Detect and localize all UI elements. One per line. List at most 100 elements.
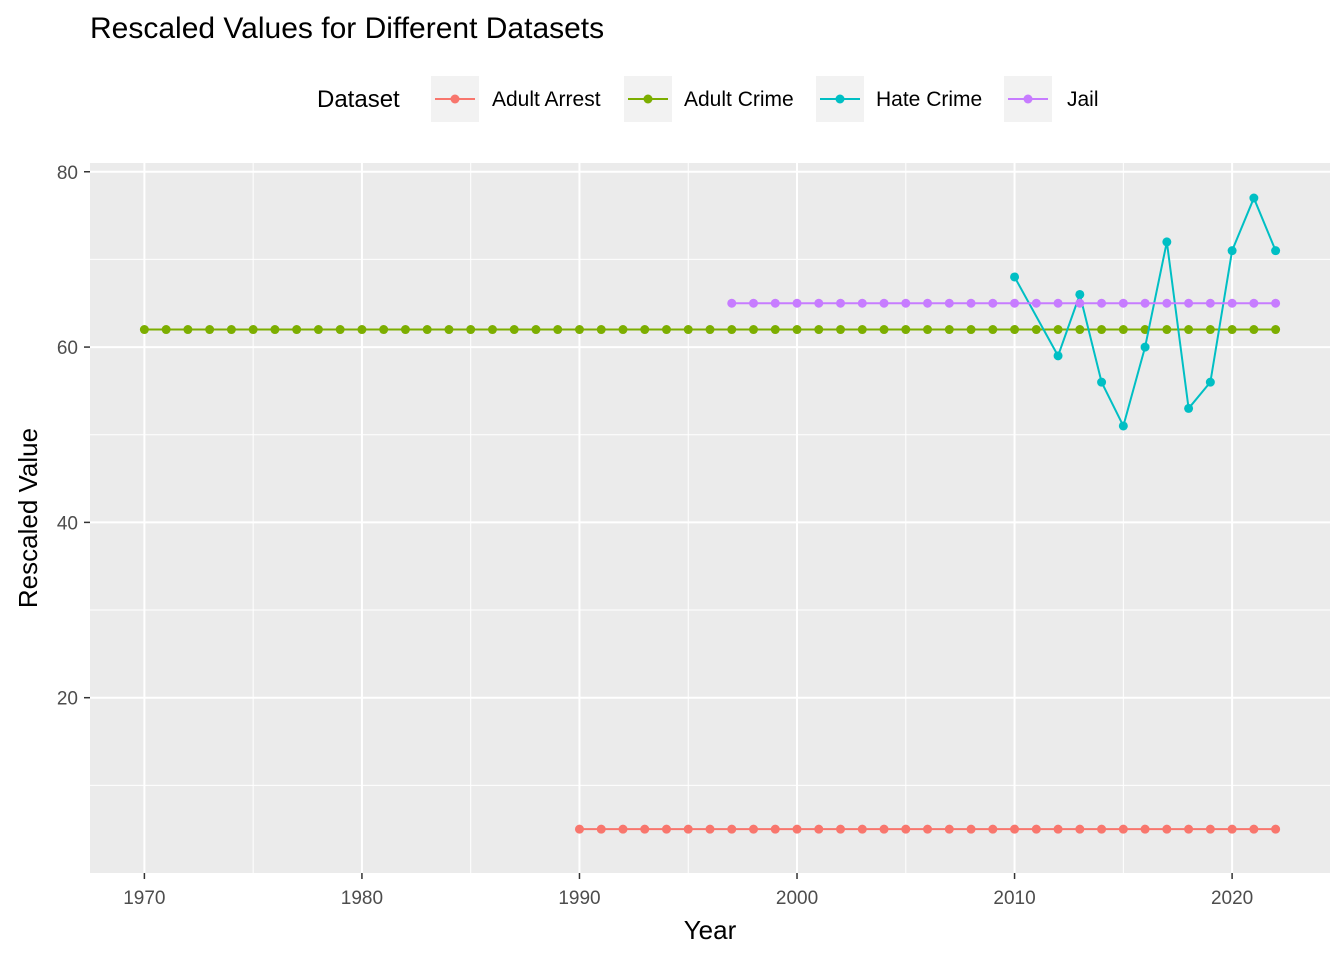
data-point-hate-crime [1271,246,1281,256]
x-axis: 1970 1980 1990 2000 2010 2020 [123,873,1253,909]
series-jail [727,298,1281,308]
data-point-adult-crime [205,325,215,335]
data-point-adult-arrest [944,824,954,834]
data-point-adult-crime [640,325,650,335]
data-point-adult-crime [139,325,149,335]
data-point-adult-crime [335,325,345,335]
data-point-adult-crime [422,325,432,335]
legend-label-adult-crime: Adult Crime [684,88,794,111]
data-point-jail [1249,298,1259,308]
data-point-adult-arrest [1140,824,1150,834]
data-point-adult-crime [1205,325,1215,335]
data-point-adult-arrest [1227,824,1237,834]
legend: Dataset Adult Arrest Adult Crime Hate Cr… [0,76,1344,124]
data-point-jail [1053,298,1063,308]
data-point-hate-crime [1227,246,1237,256]
data-point-adult-arrest [792,824,802,834]
data-point-adult-crime [857,325,867,335]
data-point-adult-arrest [1075,824,1085,834]
data-point-adult-crime [923,325,933,335]
data-point-jail [749,298,759,308]
series-adult-crime [139,325,1281,335]
data-point-adult-arrest [574,824,584,834]
data-point-jail [857,298,867,308]
data-point-adult-crime [574,325,584,335]
data-point-adult-crime [770,325,780,335]
legend-key-adult-crime [624,76,672,122]
data-point-adult-arrest [879,824,889,834]
data-point-adult-arrest [1031,824,1041,834]
data-point-hate-crime [1118,421,1128,431]
data-point-adult-crime [509,325,519,335]
data-point-adult-crime [292,325,302,335]
data-point-hate-crime [1162,237,1172,247]
data-point-jail [1271,298,1281,308]
data-point-adult-crime [487,325,497,335]
data-point-adult-crime [661,325,671,335]
data-point-hate-crime [1097,377,1107,387]
data-point-adult-crime [1271,325,1281,335]
data-point-adult-arrest [901,824,911,834]
x-axis-title: Year [684,915,737,945]
data-point-adult-arrest [1271,824,1281,834]
data-point-adult-crime [944,325,954,335]
data-point-adult-crime [183,325,193,335]
y-tick-label: 80 [57,163,78,184]
data-point-adult-arrest [661,824,671,834]
data-point-hate-crime [1140,342,1150,352]
minor-gridlines [90,163,1330,873]
chart-title: Rescaled Values for Different Datasets [90,12,605,45]
data-point-adult-arrest [1097,824,1107,834]
plot-panel [90,163,1330,873]
data-point-jail [792,298,802,308]
data-point-hate-crime [1205,377,1215,387]
legend-label-hate-crime: Hate Crime [876,88,983,111]
legend-title: Dataset [317,86,400,113]
x-tick-label: 1980 [341,888,383,909]
data-point-adult-arrest [618,824,628,834]
data-point-adult-arrest [1184,824,1194,834]
data-point-adult-crime [466,325,476,335]
data-point-adult-crime [270,325,280,335]
data-point-adult-arrest [814,824,824,834]
data-point-jail [1031,298,1041,308]
data-point-jail [966,298,976,308]
x-tick-label: 2020 [1211,888,1253,909]
data-point-adult-crime [814,325,824,335]
data-point-jail [814,298,824,308]
data-point-adult-crime [901,325,911,335]
data-point-adult-crime [1053,325,1063,335]
data-point-jail [1205,298,1215,308]
data-point-adult-crime [1010,325,1020,335]
data-point-adult-arrest [1118,824,1128,834]
data-point-jail [1162,298,1172,308]
data-point-jail [1118,298,1128,308]
data-point-adult-crime [313,325,323,335]
data-point-jail [1097,298,1107,308]
data-point-adult-arrest [836,824,846,834]
data-point-hate-crime [1010,272,1020,282]
data-point-adult-crime [248,325,258,335]
data-point-adult-arrest [640,824,650,834]
data-point-jail [770,298,780,308]
data-point-adult-crime [1227,325,1237,335]
legend-label-jail: Jail [1067,88,1099,111]
data-point-adult-crime [683,325,693,335]
data-point-jail [1075,298,1085,308]
legend-label-adult-arrest: Adult Arrest [492,88,601,111]
data-point-adult-arrest [857,824,867,834]
data-point-adult-arrest [683,824,693,834]
data-point-adult-crime [357,325,367,335]
legend-key-adult-arrest [431,76,479,122]
data-point-adult-arrest [705,824,715,834]
data-point-jail [1227,298,1237,308]
data-point-hate-crime [1075,289,1085,299]
data-point-adult-crime [749,325,759,335]
data-point-adult-crime [966,325,976,335]
series-layer [139,193,1281,834]
data-point-adult-crime [705,325,715,335]
data-point-adult-crime [596,325,606,335]
y-tick-label: 60 [57,338,78,359]
data-point-jail [923,298,933,308]
